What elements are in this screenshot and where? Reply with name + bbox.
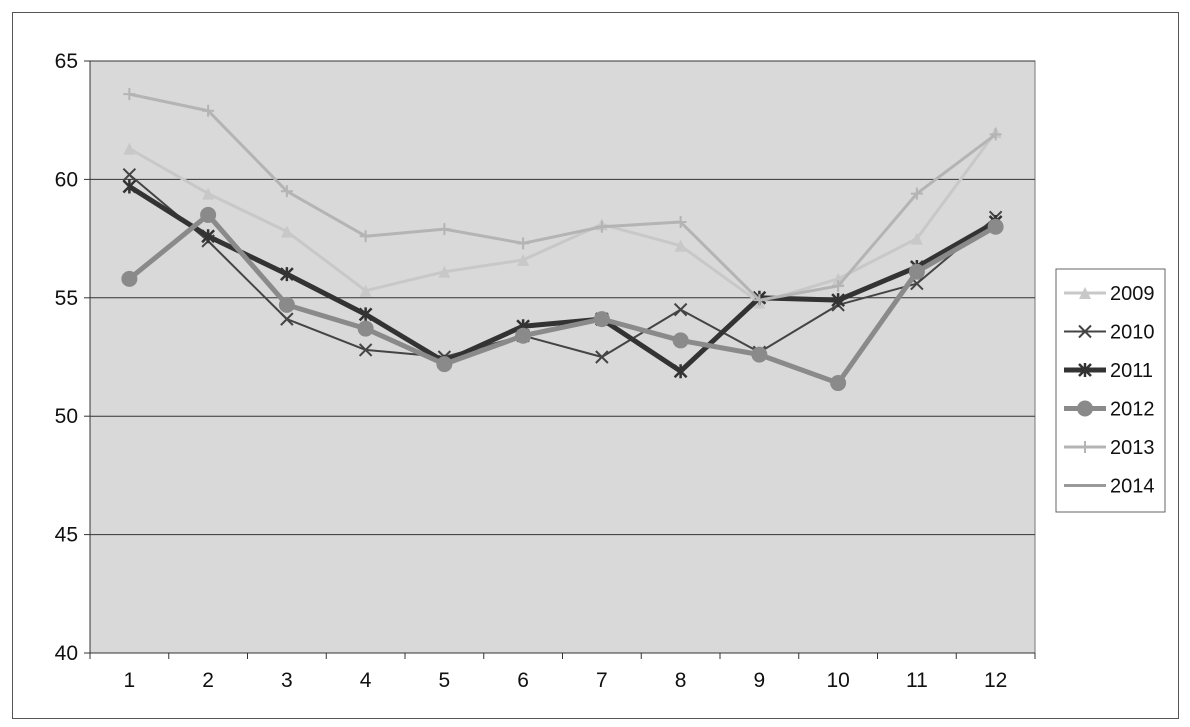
legend-item-2013: 2013 bbox=[1064, 437, 1155, 459]
legend-item-2011: 2011 bbox=[1064, 360, 1153, 382]
data-point-2009 bbox=[674, 239, 687, 252]
data-point-2009 bbox=[517, 253, 530, 266]
data-point-2013 bbox=[202, 104, 215, 117]
data-point-2012 bbox=[830, 375, 847, 392]
data-point-2013 bbox=[989, 128, 1002, 141]
plot-area bbox=[89, 60, 1036, 654]
data-point-2012 bbox=[121, 270, 138, 287]
x-tick-label: 2 bbox=[202, 669, 214, 692]
legend-swatch-marker bbox=[1077, 400, 1093, 417]
legend-label: 2010 bbox=[1110, 322, 1155, 344]
legend-swatch-marker bbox=[1079, 441, 1091, 453]
legend-item-2009: 2009 bbox=[1064, 283, 1155, 305]
data-point-2011 bbox=[279, 267, 294, 282]
y-tick-label: 60 bbox=[55, 168, 78, 191]
series-line-2013 bbox=[129, 92, 997, 302]
legend-label: 2014 bbox=[1110, 476, 1155, 498]
data-point-2012 bbox=[751, 346, 768, 363]
series-line-2011 bbox=[128, 184, 997, 374]
data-point-2010 bbox=[280, 312, 294, 326]
data-point-2013 bbox=[753, 294, 766, 307]
y-tick-label: 50 bbox=[55, 405, 78, 428]
data-point-2009 bbox=[280, 225, 293, 238]
data-point-2009 bbox=[202, 187, 215, 200]
x-tick-label: 7 bbox=[596, 669, 608, 692]
series-line-2010 bbox=[128, 173, 997, 358]
x-tick-label: 9 bbox=[754, 669, 766, 692]
data-point-2011 bbox=[831, 293, 846, 308]
legend-item-2012: 2012 bbox=[1064, 399, 1155, 421]
legend: 2009 2010 2011 2012 2013 2014 bbox=[1055, 268, 1166, 513]
x-tick-label: 8 bbox=[675, 669, 687, 692]
data-point-2012 bbox=[593, 311, 610, 328]
data-point-2010 bbox=[358, 343, 373, 357]
legend-swatch-marker bbox=[1078, 363, 1092, 377]
x-tick-label: 10 bbox=[826, 669, 849, 692]
data-point-2013 bbox=[123, 88, 136, 101]
data-point-2013 bbox=[832, 279, 845, 292]
x-tick-label: 12 bbox=[984, 669, 1007, 692]
x-tick-label: 6 bbox=[517, 669, 529, 692]
x-tick-label: 3 bbox=[281, 669, 293, 692]
data-point-2013 bbox=[910, 187, 923, 200]
data-point-2011 bbox=[201, 229, 216, 244]
x-tick-label: 11 bbox=[906, 669, 928, 692]
series-2013 bbox=[123, 88, 1002, 307]
data-point-2009 bbox=[910, 232, 923, 245]
data-point-2013 bbox=[595, 220, 608, 233]
y-tick-label: 55 bbox=[55, 287, 78, 310]
legend-item-2010: 2010 bbox=[1064, 322, 1155, 344]
series-line-2012 bbox=[127, 212, 997, 386]
x-tick-label: 4 bbox=[360, 669, 372, 692]
legend-label: 2009 bbox=[1110, 283, 1155, 305]
x-axis-ticks: 1 2 3 4 5 6 7 8 9 10 11 12 bbox=[89, 652, 1036, 692]
data-point-2012 bbox=[436, 356, 453, 373]
legend-item-2014: 2014 bbox=[1064, 476, 1155, 498]
data-point-2012 bbox=[200, 206, 217, 223]
data-point-2010 bbox=[595, 350, 609, 364]
data-point-2013 bbox=[674, 216, 687, 229]
data-point-2010 bbox=[673, 302, 688, 317]
data-point-2013 bbox=[517, 237, 530, 250]
legend-box bbox=[1055, 268, 1166, 513]
y-axis-ticks: 40 45 50 55 60 65 bbox=[55, 50, 91, 665]
data-point-2011 bbox=[358, 307, 373, 322]
legend-swatch-marker bbox=[1078, 324, 1092, 339]
legend-label: 2012 bbox=[1110, 399, 1155, 421]
legend-label: 2011 bbox=[1110, 360, 1153, 382]
data-point-2013 bbox=[280, 185, 293, 198]
data-point-2012 bbox=[908, 263, 925, 280]
y-tick-label: 45 bbox=[55, 524, 78, 547]
chart-frame: 40 45 50 55 60 65 1 2 3 4 5 6 7 8 9 10 11 12 2009 2010 201… bbox=[12, 12, 1179, 719]
data-point-2010 bbox=[122, 167, 137, 182]
data-point-2012 bbox=[357, 320, 374, 337]
data-point-2013 bbox=[438, 223, 451, 236]
legend-swatch-marker bbox=[1079, 287, 1091, 299]
x-tick-label: 1 bbox=[124, 669, 136, 692]
legend-label: 2013 bbox=[1110, 437, 1155, 459]
y-tick-label: 40 bbox=[55, 642, 78, 665]
data-point-2012 bbox=[515, 327, 532, 344]
series-2012 bbox=[121, 206, 1004, 392]
series-layer bbox=[121, 88, 1004, 392]
data-point-2009 bbox=[359, 284, 372, 297]
data-point-2011 bbox=[673, 364, 688, 379]
y-tick-label: 65 bbox=[55, 50, 78, 73]
data-point-2013 bbox=[359, 230, 372, 243]
data-point-2012 bbox=[278, 296, 295, 313]
data-point-2011 bbox=[122, 179, 137, 194]
data-point-2012 bbox=[987, 218, 1004, 235]
data-point-2012 bbox=[672, 332, 689, 349]
data-point-2009 bbox=[438, 265, 451, 278]
data-point-2009 bbox=[123, 142, 136, 155]
plot-background bbox=[89, 60, 1036, 654]
x-tick-label: 5 bbox=[439, 669, 451, 692]
